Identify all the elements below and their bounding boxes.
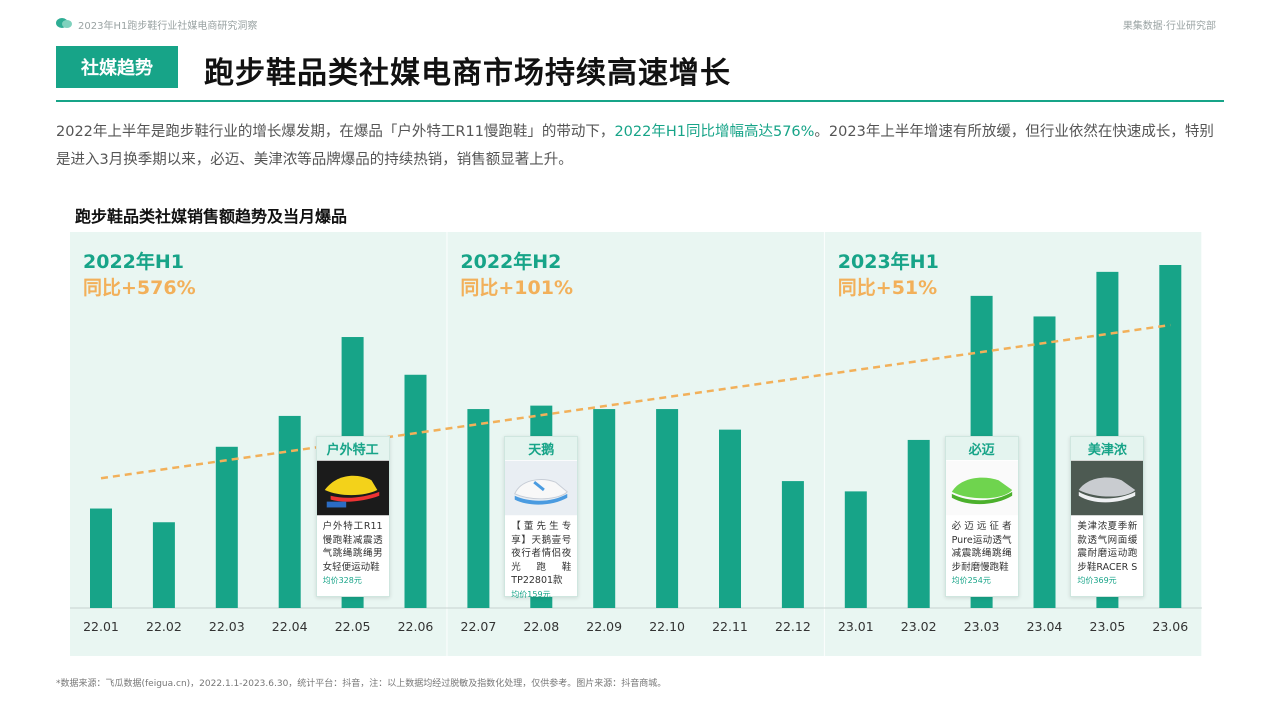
x-tick-label: 22.08: [523, 619, 559, 634]
bar-23.01: [844, 491, 867, 608]
title-divider: [56, 100, 1224, 102]
page-headline: 跑步鞋品类社媒电商市场持续高速增长: [204, 56, 731, 91]
x-tick-label: 23.04: [1027, 619, 1063, 634]
chart-title: 跑步鞋品类社媒销售额趋势及当月爆品: [75, 207, 348, 226]
x-tick-label: 22.05: [335, 619, 371, 634]
product-description: 必迈远征者Pure运动透气减震跳绳跳绳步耐磨慢跑鞋: [951, 521, 1012, 573]
bar-22.12: [781, 481, 804, 608]
x-tick-label: 22.03: [209, 619, 245, 634]
x-tick-label: 22.09: [586, 619, 622, 634]
period-yoy: 同比+51%: [838, 277, 937, 299]
description-paragraph: 2022年上半年是跑步鞋行业的增长爆发期，在爆品「户外特工R11慢跑鞋」的带动下…: [56, 118, 1226, 174]
bar-22.02: [152, 522, 175, 608]
section-tag: 社媒趋势: [56, 46, 178, 88]
period-label: 2022年H1: [83, 250, 184, 273]
x-tick-label: 22.04: [272, 619, 308, 634]
bar-22.07: [467, 409, 490, 608]
x-tick-label: 22.07: [461, 619, 497, 634]
product-brand: 美津浓: [1071, 437, 1144, 460]
department-label: 果集数据·行业研究部: [1122, 21, 1216, 32]
product-brand: 户外特工: [316, 437, 389, 460]
x-tick-label: 22.10: [649, 619, 685, 634]
x-tick-label: 22.12: [775, 619, 811, 634]
description-highlight: 2022年H1同比增幅高达576%: [614, 124, 815, 140]
description-text-1: 2022年上半年是跑步鞋行业的增长爆发期，在爆品「户外特工R11慢跑鞋」的带动下…: [56, 124, 615, 140]
bar-22.10: [656, 409, 679, 608]
report-title: 2023年H1跑步鞋行业社媒电商研究洞察: [78, 21, 258, 32]
product-description: 【董先生专享】天鹅壹号夜行者情侣夜光跑鞋TP22801款: [511, 521, 572, 586]
x-tick-label: 22.11: [712, 619, 748, 634]
bar-22.04: [278, 415, 301, 608]
x-tick-label: 23.01: [838, 619, 874, 634]
x-tick-label: 23.06: [1152, 619, 1188, 634]
bar-23.06: [1159, 265, 1182, 608]
product-price: 均价369元: [1077, 576, 1117, 585]
product-description: 美津浓夏季新款透气网面缓震耐磨运动跑步鞋RACER S: [1077, 521, 1138, 573]
period-label: 2023年H1: [838, 250, 939, 273]
description-text-2: 。2023年上半年增速有所放缓，但行业依然在快速成长，特别是进入3月换季期以来，…: [56, 124, 1214, 168]
x-tick-label: 23.03: [964, 619, 1000, 634]
x-tick-label: 22.02: [146, 619, 182, 634]
product-card: 天鹅【董先生专享】天鹅壹号夜行者情侣夜光跑鞋TP22801款均价159元: [504, 436, 579, 599]
product-description: 户外特工R11慢跑鞋减震透气跳绳跳绳男女轻便运动鞋: [322, 521, 383, 573]
x-tick-label: 23.05: [1090, 619, 1126, 634]
footnote: *数据来源：飞瓜数据(feigua.cn)，2022.1.1-2023.6.30…: [56, 679, 667, 689]
product-card: 必迈必迈远征者Pure运动透气减震跳绳跳绳步耐磨慢跑鞋均价254元: [944, 436, 1019, 597]
bar-22.03: [215, 446, 238, 608]
bar-22.01: [90, 508, 112, 608]
brand-logo-icon: [56, 18, 72, 28]
bar-23.04: [1033, 316, 1056, 608]
x-tick-label: 22.06: [398, 619, 434, 634]
x-tick-label: 22.01: [83, 619, 119, 634]
product-price: 均价159元: [511, 589, 551, 599]
product-brand: 必迈: [945, 437, 1018, 460]
product-price: 均价254元: [951, 576, 991, 585]
period-label: 2022年H2: [460, 250, 561, 273]
product-image: [505, 460, 578, 516]
x-tick-label: 23.02: [901, 619, 937, 634]
bar-23.02: [907, 439, 930, 608]
product-card: 户外特工户外特工R11慢跑鞋减震透气跳绳跳绳男女轻便运动鞋均价328元: [315, 436, 390, 597]
product-image: [316, 460, 389, 516]
period-yoy: 同比+576%: [83, 277, 196, 299]
product-brand: 天鹅: [505, 437, 578, 460]
product-image: [945, 460, 1018, 516]
bar-22.09: [593, 409, 616, 608]
product-price: 均价328元: [322, 576, 362, 585]
period-yoy: 同比+101%: [460, 277, 573, 299]
bar-22.11: [719, 429, 741, 608]
bar-22.06: [404, 374, 427, 608]
trend-line: [100, 323, 1171, 480]
product-card: 美津浓美津浓夏季新款透气网面缓震耐磨运动跑步鞋RACER S 均价369元: [1070, 436, 1145, 597]
product-image: [1071, 460, 1144, 516]
top-bar: 2023年H1跑步鞋行业社媒电商研究洞察 果集数据·行业研究部: [56, 16, 1216, 34]
